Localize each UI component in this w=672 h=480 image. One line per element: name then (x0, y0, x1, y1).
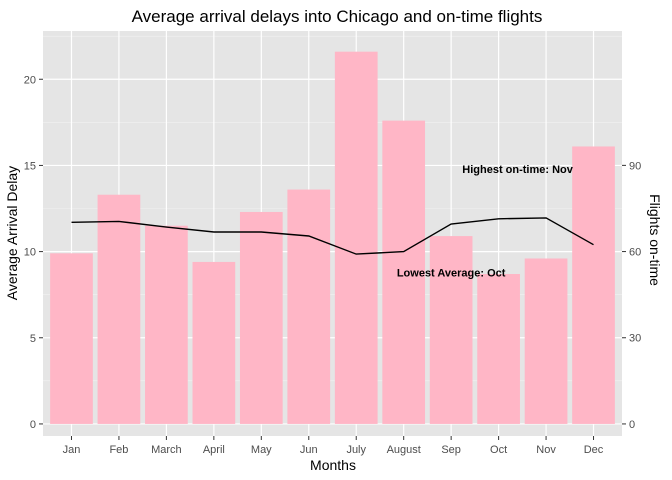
x-tick-label: August (387, 444, 421, 456)
y2-tick-label: 90 (629, 160, 641, 172)
bar (524, 258, 568, 424)
y-axis-left: 0 5 10 15 20 (24, 74, 43, 431)
bar (239, 211, 283, 424)
x-tick-label: Feb (109, 444, 128, 456)
x-axis-title: Months (310, 457, 356, 473)
y-axis-right: 0 30 60 90 (622, 160, 641, 431)
annotation-label: Highest on-time: Nov (462, 164, 573, 176)
chart-title: Average arrival delays into Chicago and … (132, 7, 543, 26)
x-tick-label: April (203, 444, 225, 456)
x-tick-label: Sep (441, 444, 461, 456)
bar (145, 225, 188, 424)
y2-tick-label: 30 (629, 333, 641, 345)
y-tick-label: 5 (30, 333, 36, 345)
x-tick-label: Oct (490, 444, 507, 456)
x-tick-label: Nov (536, 444, 556, 456)
bar-series (50, 51, 615, 424)
annotations: Highest on-time: Nov Lowest Average: Oct (397, 164, 574, 279)
x-axis: Jan Feb March April May Jun July August Sep Oct No… (63, 436, 604, 456)
x-tick-label: March (151, 444, 182, 456)
y2-tick-label: 60 (629, 247, 641, 259)
x-tick-label: July (346, 444, 366, 456)
y-tick-label: 10 (24, 247, 36, 259)
bar (429, 236, 473, 424)
y-tick-label: 20 (24, 74, 36, 86)
x-tick-label: May (251, 444, 272, 456)
bar (287, 189, 331, 424)
bar (477, 274, 520, 424)
y2-tick-label: 0 (629, 419, 635, 431)
bar (97, 194, 141, 424)
bar (50, 253, 93, 424)
bar (382, 120, 426, 424)
on-time-line (71, 217, 594, 255)
y-axis-title: Average Arrival Delay (4, 166, 20, 300)
bar (572, 146, 615, 424)
y2-axis-title: Flights on-time (647, 194, 663, 286)
annotation-label: Lowest Average: Oct (397, 267, 506, 279)
x-tick-label: Jun (300, 444, 318, 456)
y-tick-label: 0 (30, 419, 36, 431)
bar (334, 51, 378, 424)
y-tick-label: 15 (24, 160, 36, 172)
x-tick-label: Jan (63, 444, 81, 456)
x-tick-label: Dec (584, 444, 604, 456)
bar (192, 261, 236, 424)
